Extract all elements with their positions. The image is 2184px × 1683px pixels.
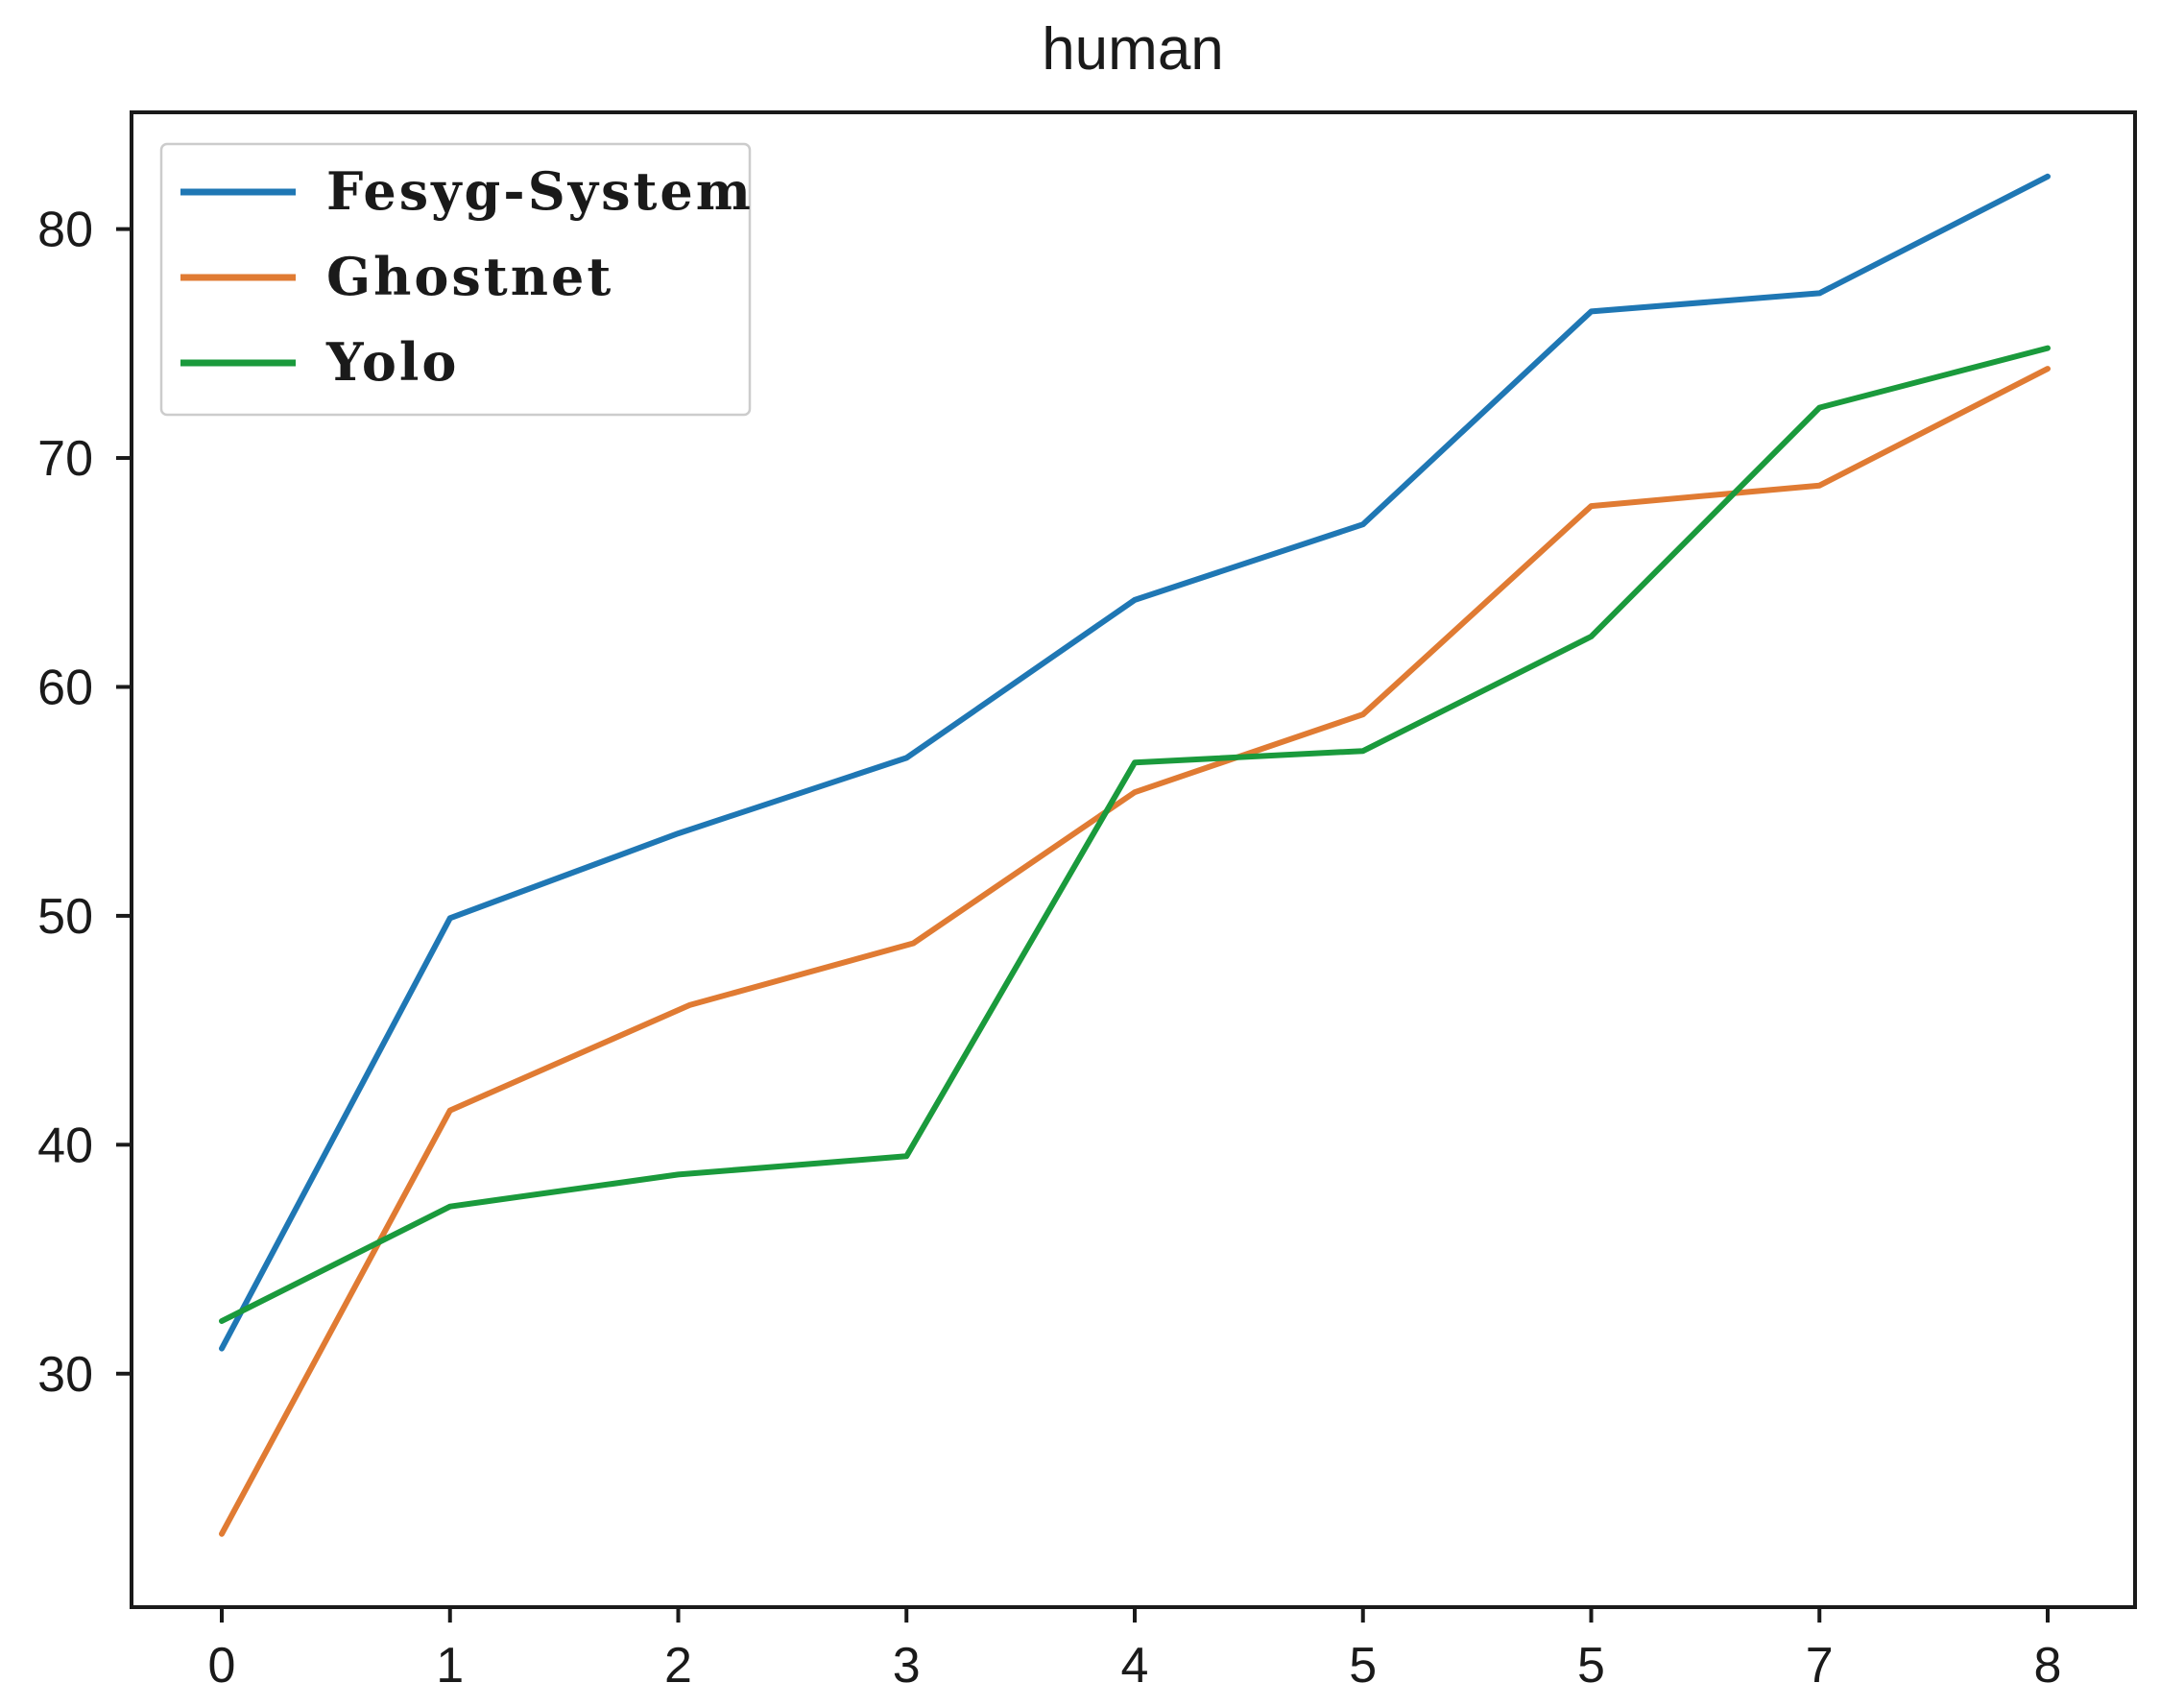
y-tick-label: 40 xyxy=(37,1118,93,1173)
legend-label-0: Fesyg-System xyxy=(326,160,754,222)
y-axis: 30 40 50 60 70 80 xyxy=(37,203,132,1403)
x-tick-label: 5 xyxy=(1349,1638,1377,1683)
legend-box xyxy=(159,142,752,417)
y-tick-label: 60 xyxy=(37,660,93,715)
x-tick-label: 0 xyxy=(208,1638,236,1683)
x-tick-label: 2 xyxy=(664,1638,692,1683)
x-tick-label: 8 xyxy=(2034,1638,2062,1683)
y-tick-label: 70 xyxy=(37,431,93,487)
y-tick-label: 30 xyxy=(37,1347,93,1403)
legend-label-1: Ghostnet xyxy=(326,246,613,307)
series-line-1 xyxy=(219,366,2051,1537)
series-layer xyxy=(219,173,2051,1537)
legend-label-2: Yolo xyxy=(325,331,459,393)
chart-title: human xyxy=(1042,16,1224,83)
series-line-0 xyxy=(219,173,2051,1352)
x-tick-label: 3 xyxy=(893,1638,921,1683)
y-tick-label: 50 xyxy=(37,889,93,945)
legend: Fesyg-System Ghostnet Yolo xyxy=(159,142,754,417)
x-tick-label: 4 xyxy=(1121,1638,1149,1683)
y-tick-label: 80 xyxy=(37,203,93,258)
x-tick-label: 5 xyxy=(1577,1638,1605,1683)
x-axis: 0 1 2 3 4 5 5 7 8 xyxy=(208,1607,2062,1683)
x-tick-label: 7 xyxy=(1806,1638,1834,1683)
series-line-2 xyxy=(219,345,2051,1324)
x-tick-label: 1 xyxy=(436,1638,464,1683)
